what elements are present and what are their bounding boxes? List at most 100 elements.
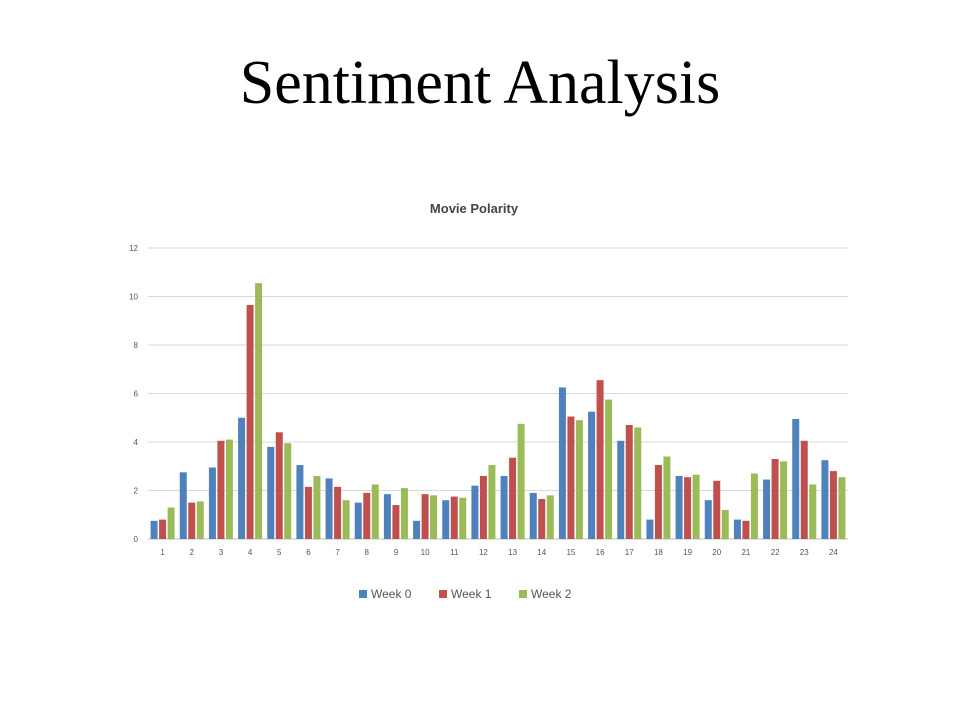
bar-week-0-24 bbox=[821, 460, 829, 539]
x-tick-label: 4 bbox=[248, 548, 253, 557]
x-tick-label: 21 bbox=[741, 548, 750, 557]
bar-week-0-5 bbox=[267, 446, 275, 539]
y-tick-label: 2 bbox=[134, 487, 139, 496]
bar-week-0-14 bbox=[529, 492, 537, 539]
bar-week-1-13 bbox=[509, 457, 517, 539]
slide-title: Sentiment Analysis bbox=[239, 49, 721, 117]
bar-week-0-12 bbox=[471, 485, 479, 539]
bar-week-0-23 bbox=[792, 418, 800, 539]
bar-week-2-14 bbox=[546, 495, 554, 539]
bar-week-1-2 bbox=[188, 502, 196, 539]
x-tick-label: 20 bbox=[712, 548, 721, 557]
bar-week-2-5 bbox=[284, 443, 292, 539]
bar-week-1-12 bbox=[479, 475, 487, 539]
bar-week-1-6 bbox=[304, 486, 312, 539]
x-tick-label: 7 bbox=[335, 548, 340, 557]
bar-week-2-6 bbox=[313, 475, 321, 539]
bar-week-1-5 bbox=[275, 432, 283, 539]
bar-week-2-2 bbox=[196, 501, 204, 539]
y-axis: 0 2 4 6 8 10 12 bbox=[129, 244, 138, 544]
y-tick-label: 6 bbox=[134, 390, 139, 399]
gridlines bbox=[148, 247, 848, 540]
x-tick-label: 8 bbox=[365, 548, 370, 557]
bar-week-2-17 bbox=[634, 427, 642, 539]
bar-week-2-22 bbox=[780, 461, 788, 539]
bar-week-2-19 bbox=[692, 474, 700, 539]
x-tick-label: 17 bbox=[625, 548, 634, 557]
bar-week-0-13 bbox=[500, 475, 508, 539]
bar-week-2-23 bbox=[809, 484, 817, 539]
bar-week-1-11 bbox=[450, 496, 458, 539]
bar-week-1-7 bbox=[334, 486, 342, 539]
bar-week-2-3 bbox=[225, 439, 233, 539]
legend-swatch bbox=[359, 590, 367, 598]
bar-week-2-20 bbox=[721, 509, 729, 539]
x-tick-label: 24 bbox=[829, 548, 838, 557]
bar-week-1-16 bbox=[596, 380, 604, 539]
bar-week-0-18 bbox=[646, 519, 654, 539]
bar-week-0-10 bbox=[413, 520, 421, 539]
chart-title: Movie Polarity bbox=[430, 201, 519, 216]
bar-week-1-4 bbox=[246, 304, 254, 539]
x-tick-label: 1 bbox=[160, 548, 165, 557]
bar-week-1-24 bbox=[829, 471, 837, 539]
bar-week-1-19 bbox=[684, 477, 692, 539]
legend-entry: Week 1 bbox=[451, 587, 492, 601]
x-tick-label: 6 bbox=[306, 548, 311, 557]
bar-week-0-7 bbox=[325, 478, 333, 539]
bar-week-1-23 bbox=[800, 440, 808, 539]
bar-week-1-22 bbox=[771, 458, 779, 539]
bar-week-0-9 bbox=[383, 494, 391, 539]
x-tick-label: 2 bbox=[190, 548, 195, 557]
bar-week-0-20 bbox=[704, 500, 712, 539]
y-tick-label: 12 bbox=[129, 244, 138, 253]
bar-week-1-20 bbox=[713, 480, 721, 539]
bars bbox=[150, 283, 846, 539]
bar-week-2-8 bbox=[371, 484, 379, 539]
bar-week-0-22 bbox=[763, 479, 771, 539]
bar-week-0-21 bbox=[733, 519, 741, 539]
bar-week-2-13 bbox=[517, 423, 525, 539]
legend-swatch bbox=[439, 590, 447, 598]
bar-week-2-7 bbox=[342, 500, 350, 539]
y-tick-label: 0 bbox=[134, 535, 139, 544]
bar-week-1-17 bbox=[625, 425, 633, 539]
bar-week-0-19 bbox=[675, 475, 683, 539]
bar-week-1-1 bbox=[159, 519, 167, 539]
bar-week-2-9 bbox=[400, 488, 408, 539]
y-tick-label: 10 bbox=[129, 293, 138, 302]
x-axis: 1 2 3 4 5 6 7 8 9 10 11 12 13 14 15 16 17 18 19 20 21 22 23 24 bbox=[160, 548, 838, 557]
bar-week-1-10 bbox=[421, 494, 429, 539]
x-tick-label: 23 bbox=[800, 548, 809, 557]
x-tick-label: 11 bbox=[450, 548, 459, 557]
x-tick-label: 16 bbox=[596, 548, 605, 557]
bar-week-1-14 bbox=[538, 498, 546, 539]
legend: Week 0 Week 1 Week 2 bbox=[359, 587, 572, 601]
y-tick-label: 4 bbox=[134, 438, 139, 447]
bar-week-2-11 bbox=[459, 497, 467, 539]
bar-week-0-3 bbox=[208, 467, 216, 539]
bar-week-0-1 bbox=[150, 520, 158, 539]
legend-entry: Week 0 bbox=[371, 587, 412, 601]
bar-week-1-8 bbox=[363, 492, 371, 539]
bar-week-2-12 bbox=[488, 465, 496, 539]
bar-week-2-15 bbox=[575, 420, 583, 539]
bar-week-2-4 bbox=[255, 283, 263, 539]
bar-week-2-24 bbox=[838, 477, 846, 539]
x-tick-label: 13 bbox=[508, 548, 517, 557]
legend-entry: Week 2 bbox=[531, 587, 572, 601]
x-tick-label: 14 bbox=[537, 548, 546, 557]
bar-week-1-18 bbox=[654, 465, 662, 539]
bar-week-1-15 bbox=[567, 416, 575, 539]
bar-week-0-6 bbox=[296, 465, 304, 539]
x-tick-label: 15 bbox=[566, 548, 575, 557]
x-tick-label: 9 bbox=[394, 548, 399, 557]
x-tick-label: 19 bbox=[683, 548, 692, 557]
legend-swatch bbox=[519, 590, 527, 598]
x-tick-label: 18 bbox=[654, 548, 663, 557]
bar-week-0-8 bbox=[354, 502, 362, 539]
bar-week-2-18 bbox=[663, 456, 671, 539]
bar-week-1-21 bbox=[742, 520, 750, 539]
x-tick-label: 12 bbox=[479, 548, 488, 557]
